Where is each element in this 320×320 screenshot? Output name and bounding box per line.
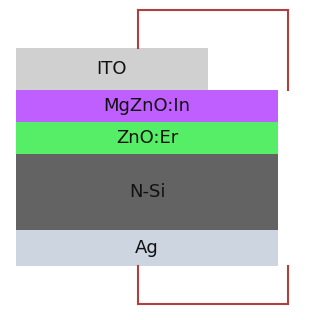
Bar <box>16 90 278 122</box>
Bar <box>16 154 278 230</box>
Text: N-Si: N-Si <box>129 183 165 201</box>
Bar <box>16 122 278 154</box>
Bar <box>16 230 278 266</box>
Text: ITO: ITO <box>97 60 127 78</box>
Text: MgZnO:In: MgZnO:In <box>104 97 191 115</box>
Bar <box>16 48 208 90</box>
Text: Ag: Ag <box>135 239 159 257</box>
Text: ZnO:Er: ZnO:Er <box>116 129 178 147</box>
